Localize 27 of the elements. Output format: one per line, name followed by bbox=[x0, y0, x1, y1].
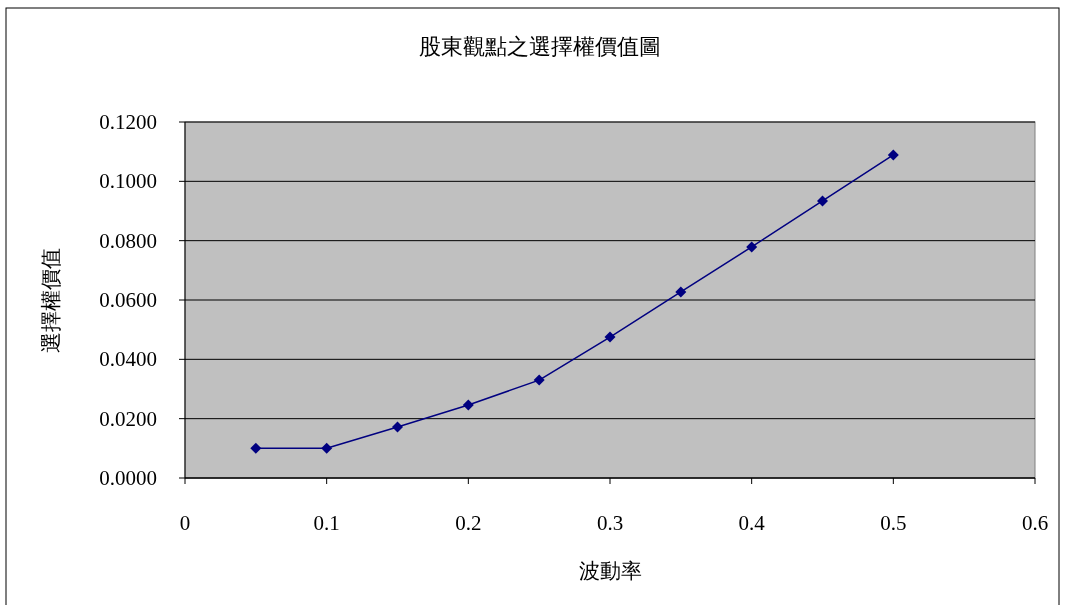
y-tick-label: 0.0200 bbox=[99, 406, 157, 431]
x-tick-label: 0 bbox=[179, 511, 191, 535]
x-axis-title: 波動率 bbox=[578, 559, 642, 583]
y-tick-label: 0.0400 bbox=[99, 347, 157, 372]
point bbox=[675, 286, 687, 298]
point bbox=[887, 149, 899, 161]
y-tick-label: 0.1200 bbox=[99, 110, 157, 134]
point bbox=[462, 399, 474, 411]
x-tick-label: 0.3 bbox=[596, 511, 624, 535]
point bbox=[250, 442, 262, 454]
point bbox=[604, 331, 616, 343]
y-tick-label: 0.1000 bbox=[99, 169, 157, 194]
point bbox=[746, 241, 758, 253]
point bbox=[321, 442, 333, 454]
chart-title: 股東觀點之選擇權價值圖 bbox=[419, 34, 661, 59]
y-tick-label: 0.0600 bbox=[99, 288, 157, 312]
point bbox=[817, 195, 828, 207]
x-tick-label: 0.5 bbox=[880, 511, 907, 535]
y-tick-label: 0.0000 bbox=[99, 466, 157, 490]
y-tick-label: 0.0800 bbox=[99, 228, 157, 253]
y-axis-title: 選擇權價值 bbox=[39, 247, 63, 353]
x-tick-label: 0.2 bbox=[455, 511, 482, 535]
point bbox=[392, 421, 403, 433]
x-tick-label: 0.1 bbox=[313, 511, 340, 535]
point bbox=[533, 374, 545, 386]
x-tick-label: 0.4 bbox=[738, 511, 766, 535]
x-tick-label: 0.6 bbox=[1021, 511, 1049, 535]
